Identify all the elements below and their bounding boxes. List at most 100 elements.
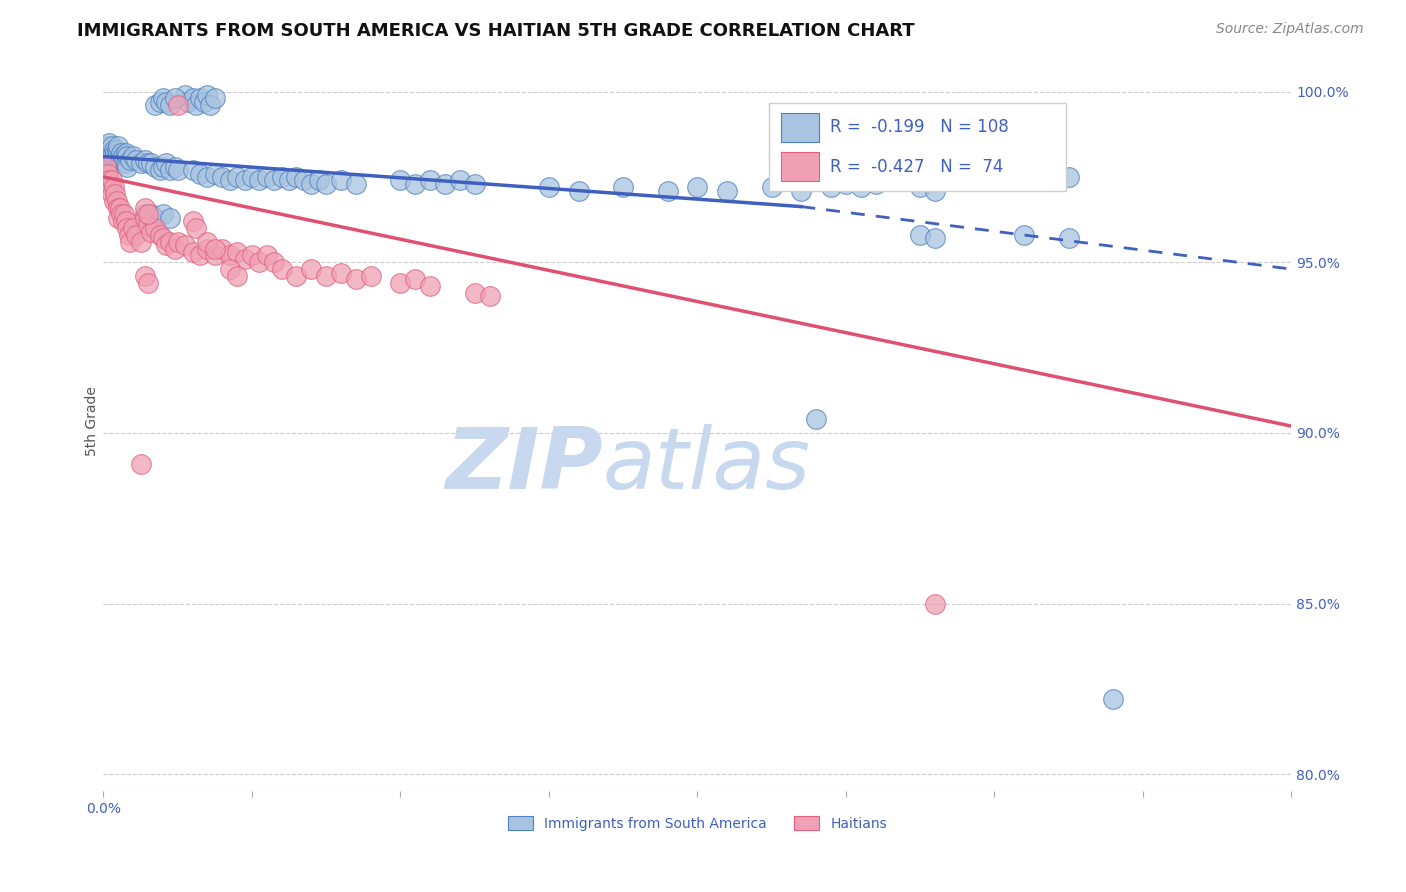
Point <box>149 95 172 109</box>
Point <box>924 184 946 198</box>
Point <box>218 248 240 262</box>
Point <box>155 156 177 170</box>
Point <box>118 227 141 242</box>
Point <box>247 255 270 269</box>
Point <box>163 91 186 105</box>
Point <box>108 156 131 170</box>
Point <box>1042 167 1064 181</box>
Point <box>125 153 148 167</box>
Point <box>134 201 156 215</box>
Point <box>790 184 813 198</box>
Text: R =  -0.199   N = 108: R = -0.199 N = 108 <box>831 119 1010 136</box>
Point <box>103 180 125 194</box>
FancyBboxPatch shape <box>780 112 818 142</box>
Point <box>849 180 872 194</box>
Point <box>193 95 215 109</box>
Point <box>924 597 946 611</box>
Point <box>114 146 136 161</box>
Point <box>155 238 177 252</box>
Point <box>125 227 148 242</box>
Point <box>96 139 118 153</box>
Point <box>308 173 330 187</box>
Point <box>163 160 186 174</box>
Point <box>129 156 152 170</box>
Point <box>285 169 308 184</box>
Point <box>108 201 131 215</box>
Point <box>233 252 256 266</box>
Point <box>204 242 226 256</box>
Text: ZIP: ZIP <box>444 424 602 507</box>
Point <box>159 235 181 249</box>
Point <box>104 187 127 202</box>
Point <box>820 180 842 194</box>
Point <box>181 245 204 260</box>
Point <box>865 177 887 191</box>
Point <box>256 248 278 262</box>
Point <box>908 180 931 194</box>
Legend: Immigrants from South America, Haitians: Immigrants from South America, Haitians <box>502 810 893 836</box>
Point <box>226 245 249 260</box>
Point <box>107 201 129 215</box>
Point <box>145 160 167 174</box>
Point <box>112 153 135 167</box>
Point <box>159 98 181 112</box>
Point <box>478 289 501 303</box>
Y-axis label: 5th Grade: 5th Grade <box>86 386 100 456</box>
Point <box>136 218 159 232</box>
Point <box>197 169 219 184</box>
Point <box>612 180 634 194</box>
Point <box>315 268 337 283</box>
Point <box>184 98 207 112</box>
Point <box>111 149 134 163</box>
Point <box>101 149 124 163</box>
Point <box>330 266 353 280</box>
Point <box>188 248 211 262</box>
Point <box>107 146 129 161</box>
Point <box>278 173 301 187</box>
Point <box>285 268 308 283</box>
Point <box>270 169 292 184</box>
Point <box>134 268 156 283</box>
Point <box>105 153 128 167</box>
Point <box>101 187 124 202</box>
Point <box>100 180 122 194</box>
Point <box>115 149 138 163</box>
Point <box>134 153 156 167</box>
Point <box>263 255 285 269</box>
Point <box>188 91 211 105</box>
Point <box>149 227 172 242</box>
Point <box>97 143 120 157</box>
Point <box>101 173 124 187</box>
Point <box>98 136 121 150</box>
Point <box>263 173 285 187</box>
Point <box>136 276 159 290</box>
Point <box>686 180 709 194</box>
Point <box>159 211 181 225</box>
Point <box>537 180 560 194</box>
Point <box>181 91 204 105</box>
Point <box>103 153 125 167</box>
Point <box>122 221 145 235</box>
Point <box>159 163 181 178</box>
Point <box>330 173 353 187</box>
Point <box>96 160 118 174</box>
Point <box>188 167 211 181</box>
Point <box>152 207 174 221</box>
Text: IMMIGRANTS FROM SOUTH AMERICA VS HAITIAN 5TH GRADE CORRELATION CHART: IMMIGRANTS FROM SOUTH AMERICA VS HAITIAN… <box>77 22 915 40</box>
Point <box>270 262 292 277</box>
Point <box>136 211 159 225</box>
Point <box>97 167 120 181</box>
Point <box>129 235 152 249</box>
Point <box>104 156 127 170</box>
Point <box>197 235 219 249</box>
Point <box>657 184 679 198</box>
Point <box>299 262 322 277</box>
FancyBboxPatch shape <box>769 103 1066 192</box>
Point <box>129 457 152 471</box>
Point <box>204 248 226 262</box>
Point <box>360 268 382 283</box>
Point <box>226 268 249 283</box>
Point <box>761 180 783 194</box>
Point <box>419 173 441 187</box>
Point <box>1012 227 1035 242</box>
